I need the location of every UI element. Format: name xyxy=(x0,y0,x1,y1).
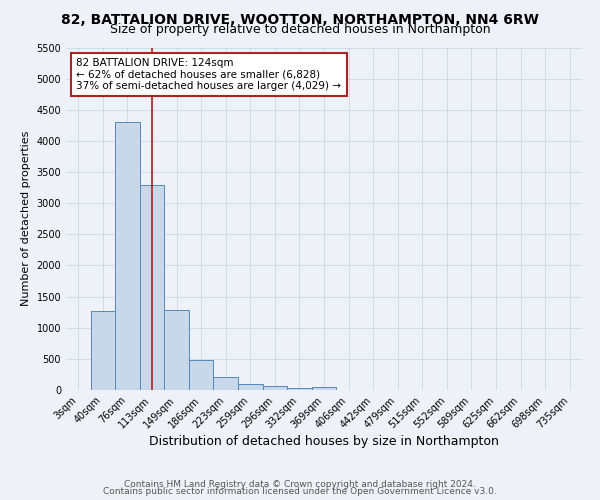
Y-axis label: Number of detached properties: Number of detached properties xyxy=(21,131,31,306)
Bar xyxy=(263,386,287,390)
Bar xyxy=(312,387,336,390)
Bar xyxy=(189,360,214,390)
Bar xyxy=(115,122,140,390)
Text: 82 BATTALION DRIVE: 124sqm
← 62% of detached houses are smaller (6,828)
37% of s: 82 BATTALION DRIVE: 124sqm ← 62% of deta… xyxy=(76,58,341,91)
Bar xyxy=(140,184,164,390)
Text: Contains HM Land Registry data © Crown copyright and database right 2024.: Contains HM Land Registry data © Crown c… xyxy=(124,480,476,489)
Bar xyxy=(164,310,189,390)
Text: Size of property relative to detached houses in Northampton: Size of property relative to detached ho… xyxy=(110,22,490,36)
Bar xyxy=(287,388,312,390)
Text: 82, BATTALION DRIVE, WOOTTON, NORTHAMPTON, NN4 6RW: 82, BATTALION DRIVE, WOOTTON, NORTHAMPTO… xyxy=(61,12,539,26)
X-axis label: Distribution of detached houses by size in Northampton: Distribution of detached houses by size … xyxy=(149,436,499,448)
Bar xyxy=(238,384,263,390)
Text: Contains public sector information licensed under the Open Government Licence v3: Contains public sector information licen… xyxy=(103,487,497,496)
Bar xyxy=(214,377,238,390)
Bar xyxy=(91,311,115,390)
